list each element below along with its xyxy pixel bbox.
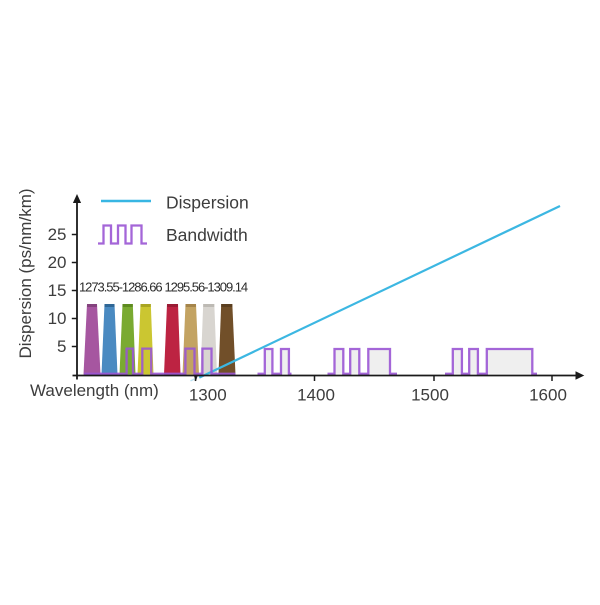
svg-text:5: 5 bbox=[57, 337, 66, 356]
svg-text:1300: 1300 bbox=[189, 386, 227, 405]
svg-text:Dispersion: Dispersion bbox=[166, 193, 249, 213]
svg-text:Dispersion (ps/nm/km): Dispersion (ps/nm/km) bbox=[16, 188, 35, 358]
svg-text:Wavelength (nm): Wavelength (nm) bbox=[30, 381, 159, 400]
svg-text:1400: 1400 bbox=[297, 386, 335, 405]
svg-text:25: 25 bbox=[48, 225, 67, 244]
svg-text:15: 15 bbox=[48, 281, 67, 300]
svg-text:Bandwidth: Bandwidth bbox=[166, 225, 248, 245]
svg-text:1600: 1600 bbox=[529, 386, 567, 405]
svg-text:1295.56-1309.14: 1295.56-1309.14 bbox=[165, 280, 248, 295]
svg-text:10: 10 bbox=[48, 309, 67, 328]
svg-text:1273.55-1286.66: 1273.55-1286.66 bbox=[79, 280, 162, 295]
svg-text:1500: 1500 bbox=[411, 386, 449, 405]
svg-text:20: 20 bbox=[48, 253, 67, 272]
